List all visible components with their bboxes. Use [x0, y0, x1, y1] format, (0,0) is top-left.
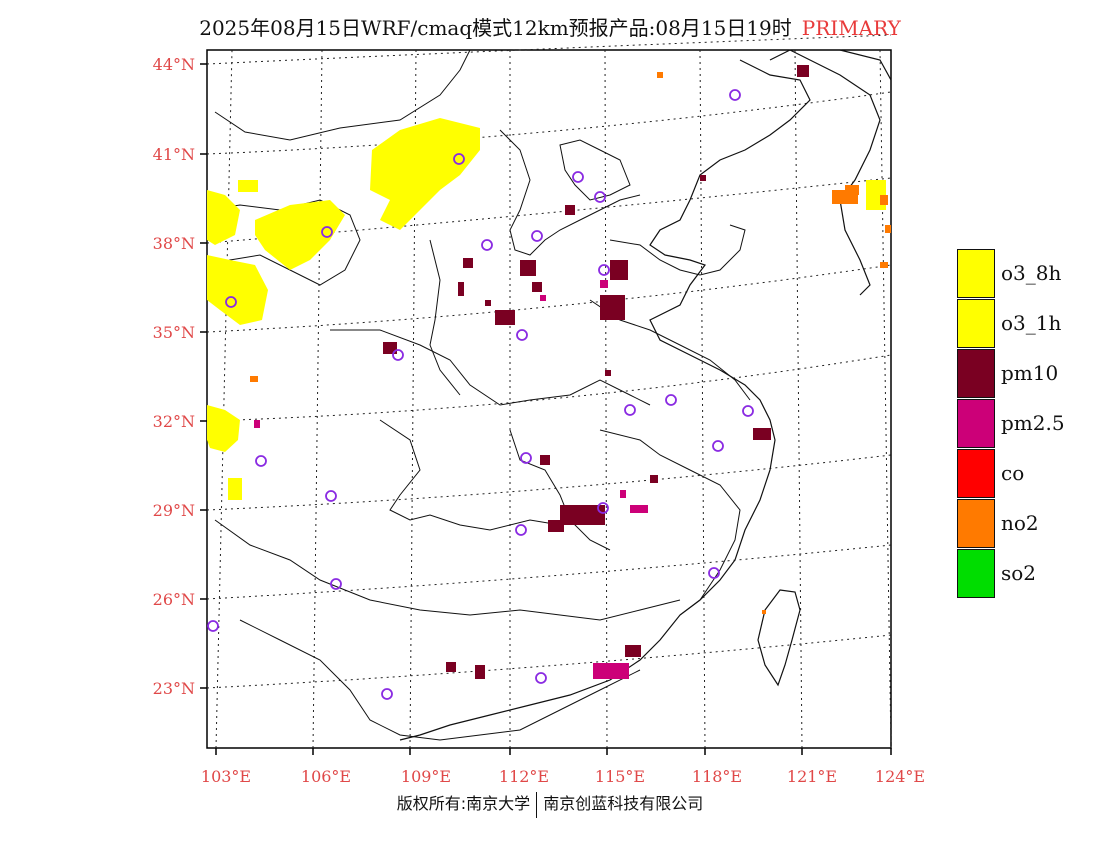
lon-line-103: [215, 49, 233, 749]
legend-item-o3-8h: o3_8h: [957, 249, 1100, 299]
legend-label: pm2.5: [1001, 411, 1065, 435]
title-main: 2025年08月15日WRF/cmaq模式12km预报产品:08月15日19时: [199, 16, 792, 40]
map-title: 2025年08月15日WRF/cmaq模式12km预报产品:08月15日19时 P…: [0, 12, 1100, 41]
station-marker[interactable]: [597, 502, 609, 514]
lat-line-35: [206, 264, 892, 333]
station-marker[interactable]: [516, 329, 528, 341]
station-marker[interactable]: [742, 405, 754, 417]
lat-line-32: [206, 354, 892, 422]
lat-label: 29°N: [153, 501, 195, 520]
station-marker[interactable]: [594, 191, 606, 203]
station-marker[interactable]: [520, 452, 532, 464]
station-marker[interactable]: [225, 296, 237, 308]
legend-swatch: [957, 299, 995, 348]
lat-line-23: [206, 634, 892, 689]
legend-label: co: [1001, 461, 1025, 485]
legend-swatch: [957, 499, 995, 548]
lon-label: 109°E: [401, 767, 451, 786]
station-marker[interactable]: [330, 578, 342, 590]
pm25-regions: [254, 280, 648, 679]
lon-label: 106°E: [301, 767, 351, 786]
lat-label: 44°N: [153, 55, 195, 74]
legend-label: pm10: [1001, 361, 1059, 385]
legend-item-co: co: [957, 449, 1100, 499]
no2-regions: [250, 72, 891, 614]
lon-line-124: [879, 49, 892, 749]
pm10-regions: [383, 65, 809, 679]
station-marker[interactable]: [207, 620, 219, 632]
title-tag: PRIMARY: [801, 16, 901, 40]
lon-line-115: [604, 49, 608, 749]
legend-swatch: [957, 449, 995, 498]
lon-label: 103°E: [201, 767, 251, 786]
legend-swatch: [957, 249, 995, 298]
lat-label: 35°N: [153, 323, 195, 342]
station-marker[interactable]: [572, 171, 584, 183]
lon-line-106: [312, 49, 323, 749]
coastline: [399, 49, 892, 741]
lat-line-41: [206, 91, 892, 155]
station-marker[interactable]: [381, 688, 393, 700]
station-marker[interactable]: [531, 230, 543, 242]
o3-8h-regions: [207, 118, 886, 500]
station-marker[interactable]: [708, 567, 720, 579]
lon-label: 124°E: [875, 767, 925, 786]
station-marker[interactable]: [665, 394, 677, 406]
footer-right: 南京创蓝科技有限公司: [543, 794, 704, 813]
station-marker[interactable]: [481, 239, 493, 251]
station-marker[interactable]: [255, 455, 267, 467]
lon-axis-labels: 103°E 106°E 109°E 112°E 115°E 118°E 121°…: [201, 767, 925, 786]
lat-line-29: [206, 454, 892, 511]
legend-swatch: [957, 549, 995, 598]
station-marker[interactable]: [392, 349, 404, 361]
lon-line-118: [699, 49, 706, 749]
lon-line-121: [794, 49, 803, 749]
legend-item-pm10: pm10: [957, 349, 1100, 399]
station-marker[interactable]: [515, 524, 527, 536]
copyright-footer: 版权所有:南京大学 南京创蓝科技有限公司: [0, 790, 1100, 818]
graticule: [206, 34, 892, 749]
station-marker[interactable]: [712, 440, 724, 452]
station-marker[interactable]: [729, 89, 741, 101]
legend-label: so2: [1001, 561, 1037, 585]
footer-divider: [536, 791, 538, 818]
lon-label: 118°E: [692, 767, 742, 786]
station-marker[interactable]: [321, 226, 333, 238]
lon-label: 121°E: [787, 767, 837, 786]
legend-swatch: [957, 399, 995, 448]
station-marker[interactable]: [325, 490, 337, 502]
lat-label: 38°N: [153, 234, 195, 253]
station-marker[interactable]: [535, 672, 547, 684]
axis-ticks: [200, 63, 892, 755]
station-marker[interactable]: [624, 404, 636, 416]
station-markers[interactable]: [207, 89, 754, 700]
station-marker[interactable]: [598, 264, 610, 276]
lat-axis-labels: 44°N 41°N 38°N 35°N 32°N 29°N 26°N 23°N: [153, 55, 195, 698]
legend-label: o3_1h: [1001, 311, 1062, 335]
legend-item-o3-1h: o3_1h: [957, 299, 1100, 349]
legend-label: no2: [1001, 511, 1039, 535]
lat-line-44: [206, 34, 892, 65]
lat-label: 23°N: [153, 679, 195, 698]
legend-item-pm2-5: pm2.5: [957, 399, 1100, 449]
legend-label: o3_8h: [1001, 261, 1062, 285]
legend-item-so2: so2: [957, 549, 1100, 599]
legend-item-no2: no2: [957, 499, 1100, 549]
lon-label: 112°E: [499, 767, 549, 786]
lat-label: 41°N: [153, 145, 195, 164]
lon-line-109: [409, 49, 417, 749]
lon-label: 115°E: [595, 767, 645, 786]
lat-label: 32°N: [153, 412, 195, 431]
footer-left: 版权所有:南京大学: [396, 794, 531, 813]
legend-swatch: [957, 349, 995, 398]
station-marker[interactable]: [453, 153, 465, 165]
lat-line-26: [206, 544, 892, 600]
lat-label: 26°N: [153, 590, 195, 609]
